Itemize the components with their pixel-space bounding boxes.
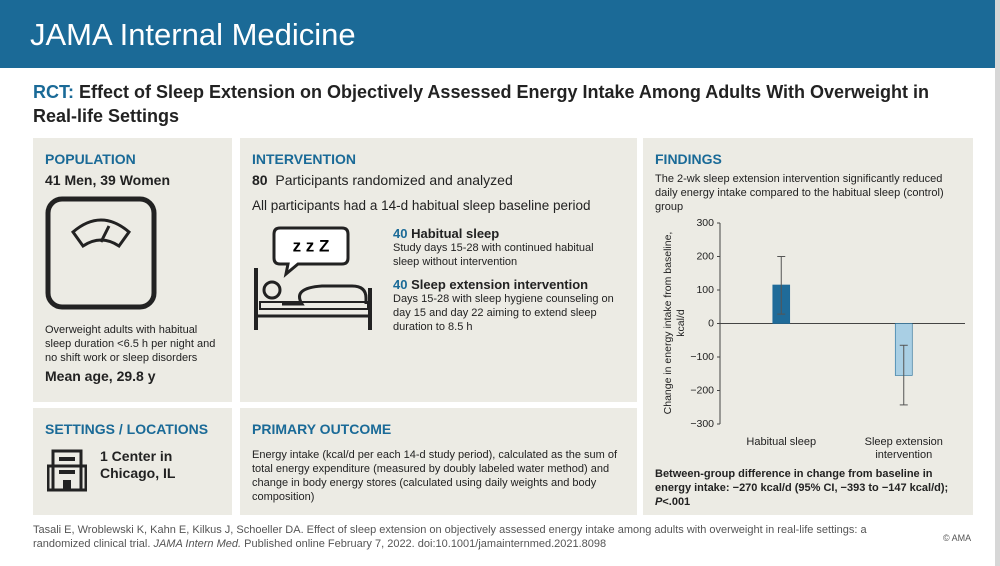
bed-icon: z z Z [254,226,372,330]
findings-summary: The 2-wk sleep extension intervention si… [655,173,944,213]
citation-authors: Tasali E, Wroblewski K, Kahn E, Kilkus J… [33,524,867,550]
group-count: 40 [393,226,408,241]
zzz: z z Z [293,236,330,255]
group-name: Sleep extension intervention [411,277,589,292]
journal-name: JAMA Internal Medicine [30,17,356,52]
citation: Tasali E, Wroblewski K, Kahn E, Kilkus J… [33,523,913,551]
building-icon [47,449,87,492]
group-description: Study days 15-28 with continued habitual… [393,242,594,268]
group-description: Days 15-28 with sleep hygiene counseling… [393,293,614,333]
group-name: Habitual sleep [411,226,500,241]
population-panel [33,138,232,402]
edge [995,0,1000,566]
participants-text: Participants randomized and analyzed [275,172,513,188]
heading: INTERVENTION [252,151,356,167]
chart: −300 −200 −100 0 100 200 300 [690,217,965,430]
settings-text: 1 Center in Chicago, IL [100,448,176,481]
baseline-text: All participants had a 14-d habitual sle… [252,198,591,213]
group-extension: 40 Sleep extension intervention Days 15-… [393,277,618,334]
y-tick-label: 200 [696,250,714,262]
scale-icon [45,196,157,310]
mean-age: Mean age, 29.8 y [45,368,156,384]
result-text: Between-group difference in change from … [655,468,949,494]
heading: FINDINGS [655,151,722,167]
y-tick-label: 100 [696,284,714,296]
copyright: © AMA [943,533,972,543]
outcome-text: Energy intake (kcal/d per each 14-d stud… [252,449,618,503]
findings-result: Between-group difference in change from … [655,467,967,509]
settings-panel [33,408,232,515]
x-tick-label: Sleep extension intervention [864,436,943,461]
result-p: P [655,496,663,508]
y-tick-label: 0 [708,317,714,329]
heading: PRIMARY OUTCOME [252,421,392,437]
title: RCT: Effect of Sleep Extension on Object… [33,80,933,128]
x-tick-label: Habitual sleep [746,436,817,448]
intervention-panel [240,138,637,402]
participants: 80 Participants randomized and analyzed [252,172,513,188]
group-habitual: 40 Habitual sleep Study days 15-28 with … [393,226,618,269]
heading: POPULATION [45,151,136,167]
group-count: 40 [393,277,408,292]
citation-published: Published online February 7, 2022. doi:1… [241,538,607,550]
header-band [0,0,1000,68]
y-tick-label: 300 [696,217,714,229]
title-prefix: RCT: [33,82,74,102]
y-tick-label: −100 [690,351,714,363]
citation-journal: JAMA Intern Med. [153,538,242,550]
y-tick-label: −300 [690,418,714,430]
participants-count: 80 [252,172,268,188]
y-tick-label: −200 [690,384,714,396]
outcome-panel [240,408,637,515]
heading: SETTINGS / LOCATIONS [45,421,209,437]
title-text: Effect of Sleep Extension on Objectively… [33,82,930,126]
result-p-value: <.001 [662,496,691,508]
findings-panel [643,138,973,515]
population-summary: 41 Men, 39 Women [45,172,171,188]
population-description: Overweight adults with habitual sleep du… [45,324,216,364]
